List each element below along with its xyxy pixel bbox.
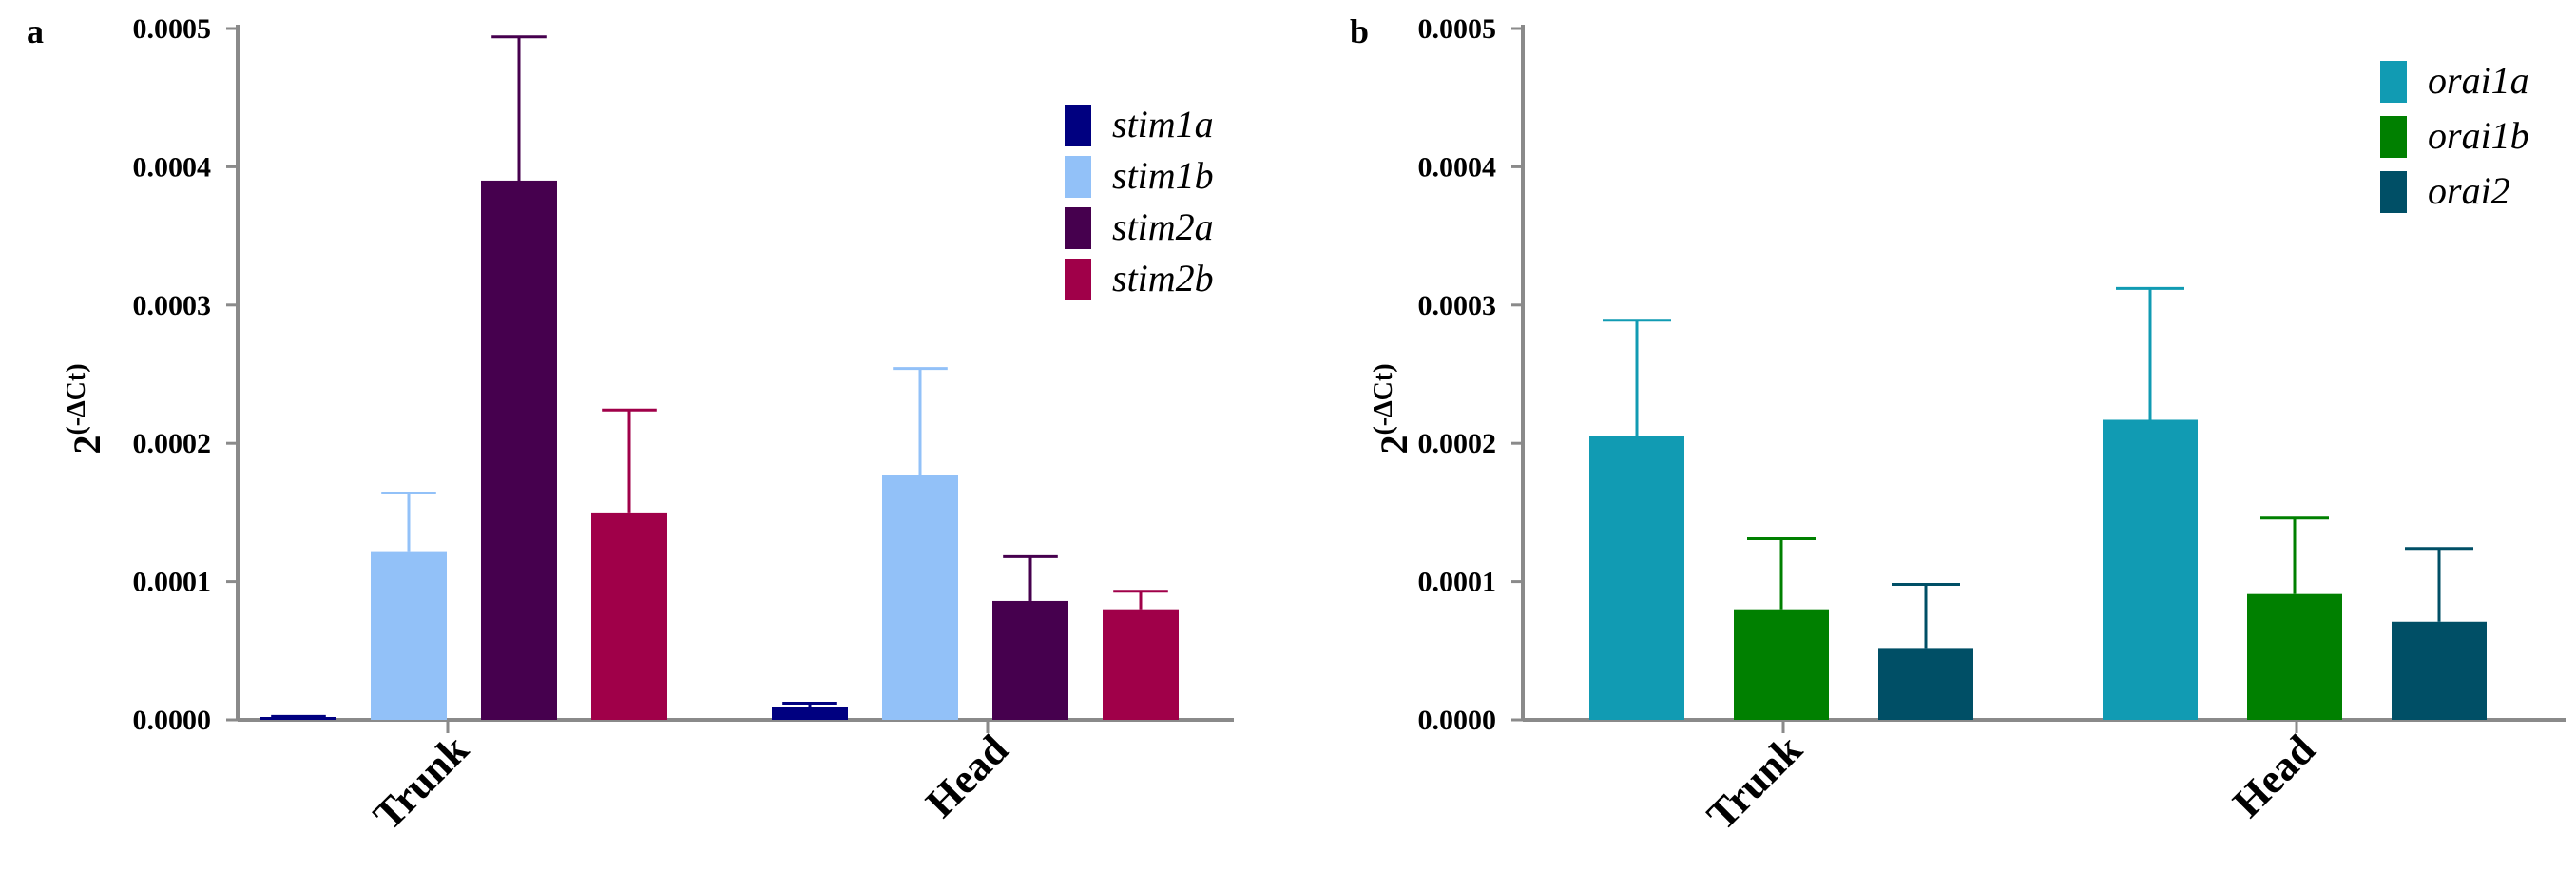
y-axis-label-exponent: (-ΔCt) [1369, 363, 1398, 435]
y-tick-label: 0.0003 [133, 290, 212, 321]
y-tick-label: 0.0005 [1418, 13, 1497, 45]
legend-swatch-stim1b [1065, 156, 1091, 198]
y-axis-label-base: 2 [66, 436, 108, 455]
y-tick-label: 0.0003 [1418, 290, 1497, 321]
y-tick-label: 0.0002 [1418, 428, 1497, 459]
y-tick-label: 0.0004 [133, 151, 212, 183]
x-category-label: Trunk [364, 726, 477, 839]
bar-group-head: Head [772, 367, 1179, 826]
legend-swatch-orai1a [2380, 61, 2407, 103]
legend: orai1a orai1b orai2 [2380, 59, 2529, 213]
panel-a: a 2(-ΔCt) 0.0000 0.0001 0.0002 0.0003 0.0004 0.… [27, 12, 1234, 839]
bar-group-head: Head [2103, 286, 2487, 826]
bar-stim2a-head [992, 600, 1068, 720]
y-axis-label: 2(-ΔCt) [62, 363, 108, 454]
bar-group-trunk: Trunk [1589, 319, 1973, 839]
y-tick-label: 0.0000 [133, 705, 212, 736]
x-category-label: Head [917, 726, 1018, 826]
bar-stim1a-trunk [260, 717, 336, 720]
bar-orai2-trunk [1878, 648, 1973, 720]
bar-orai1a-head [2103, 419, 2198, 720]
panel-letter: a [27, 12, 44, 50]
legend-label-orai1a: orai1a [2428, 59, 2529, 102]
bar-orai2-head [2392, 621, 2487, 720]
bar-stim1b-head [882, 475, 958, 720]
bar-stim2b-head [1103, 609, 1179, 720]
legend-label-stim1b: stim1b [1112, 154, 1214, 197]
legend-swatch-stim1a [1065, 105, 1091, 146]
panel-letter: b [1350, 12, 1369, 50]
bar-stim1a-head [772, 707, 848, 720]
y-axis-label-base: 2 [1373, 436, 1415, 455]
bar-orai1a-trunk [1589, 436, 1684, 720]
bar-stim2b-trunk [591, 512, 667, 720]
y-tick-label: 0.0002 [133, 428, 212, 459]
y-axis-label: 2(-ΔCt) [1369, 363, 1415, 454]
bar-orai1b-head [2247, 593, 2342, 720]
legend-label-stim2a: stim2a [1112, 205, 1214, 248]
legend-label-orai1b: orai1b [2428, 114, 2529, 157]
x-category-label: Head [2224, 726, 2325, 826]
x-category-label: Trunk [1698, 726, 1811, 839]
legend-label-stim1a: stim1a [1112, 103, 1214, 145]
bar-stim2a-trunk [481, 180, 557, 720]
legend: stim1a stim1b stim2a stim2b [1065, 103, 1214, 300]
legend-label-orai2: orai2 [2428, 169, 2510, 212]
legend-swatch-stim2b [1065, 259, 1091, 300]
legend-label-stim2b: stim2b [1112, 257, 1214, 300]
y-tick-label: 0.0005 [133, 13, 212, 45]
y-tick-label: 0.0004 [1418, 151, 1497, 183]
bar-stim1b-trunk [371, 551, 447, 720]
bar-orai1b-trunk [1734, 609, 1829, 720]
y-tick-label: 0.0001 [1418, 567, 1497, 598]
legend-swatch-orai1b [2380, 116, 2407, 158]
legend-swatch-stim2a [1065, 207, 1091, 249]
panel-b: b 2(-ΔCt) 0.0000 0.0001 0.0002 0.0003 0.0004 0.… [1350, 12, 2566, 839]
y-tick-label: 0.0001 [133, 567, 212, 598]
y-tick-label: 0.0000 [1418, 705, 1497, 736]
legend-swatch-orai2 [2380, 171, 2407, 213]
y-axis-label-exponent: (-ΔCt) [62, 363, 91, 435]
